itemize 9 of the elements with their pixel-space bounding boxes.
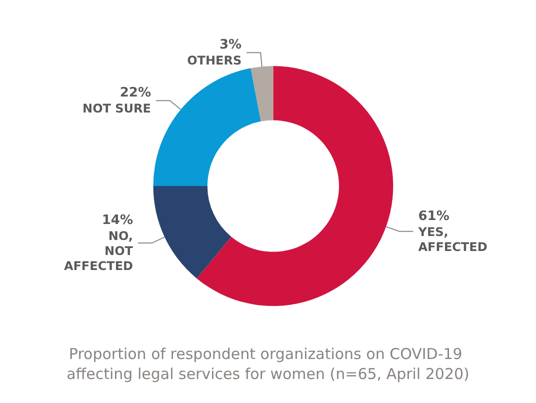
slice-label: YES, AFFECTED xyxy=(417,224,488,254)
slice-label: OTHERS xyxy=(187,54,242,68)
data-label: 3% xyxy=(220,38,242,53)
slice-label: NO, NOT AFFECTED xyxy=(64,229,134,274)
text: Proportion of respondent organizations on COVID-19 affecting legal services for women (n=65, April 2020) xyxy=(66,345,470,383)
slice-label: NOT SURE xyxy=(82,102,151,116)
data-label: 61% xyxy=(418,208,450,224)
data-label: 14% xyxy=(102,213,133,228)
data-label: 22% xyxy=(120,86,151,101)
